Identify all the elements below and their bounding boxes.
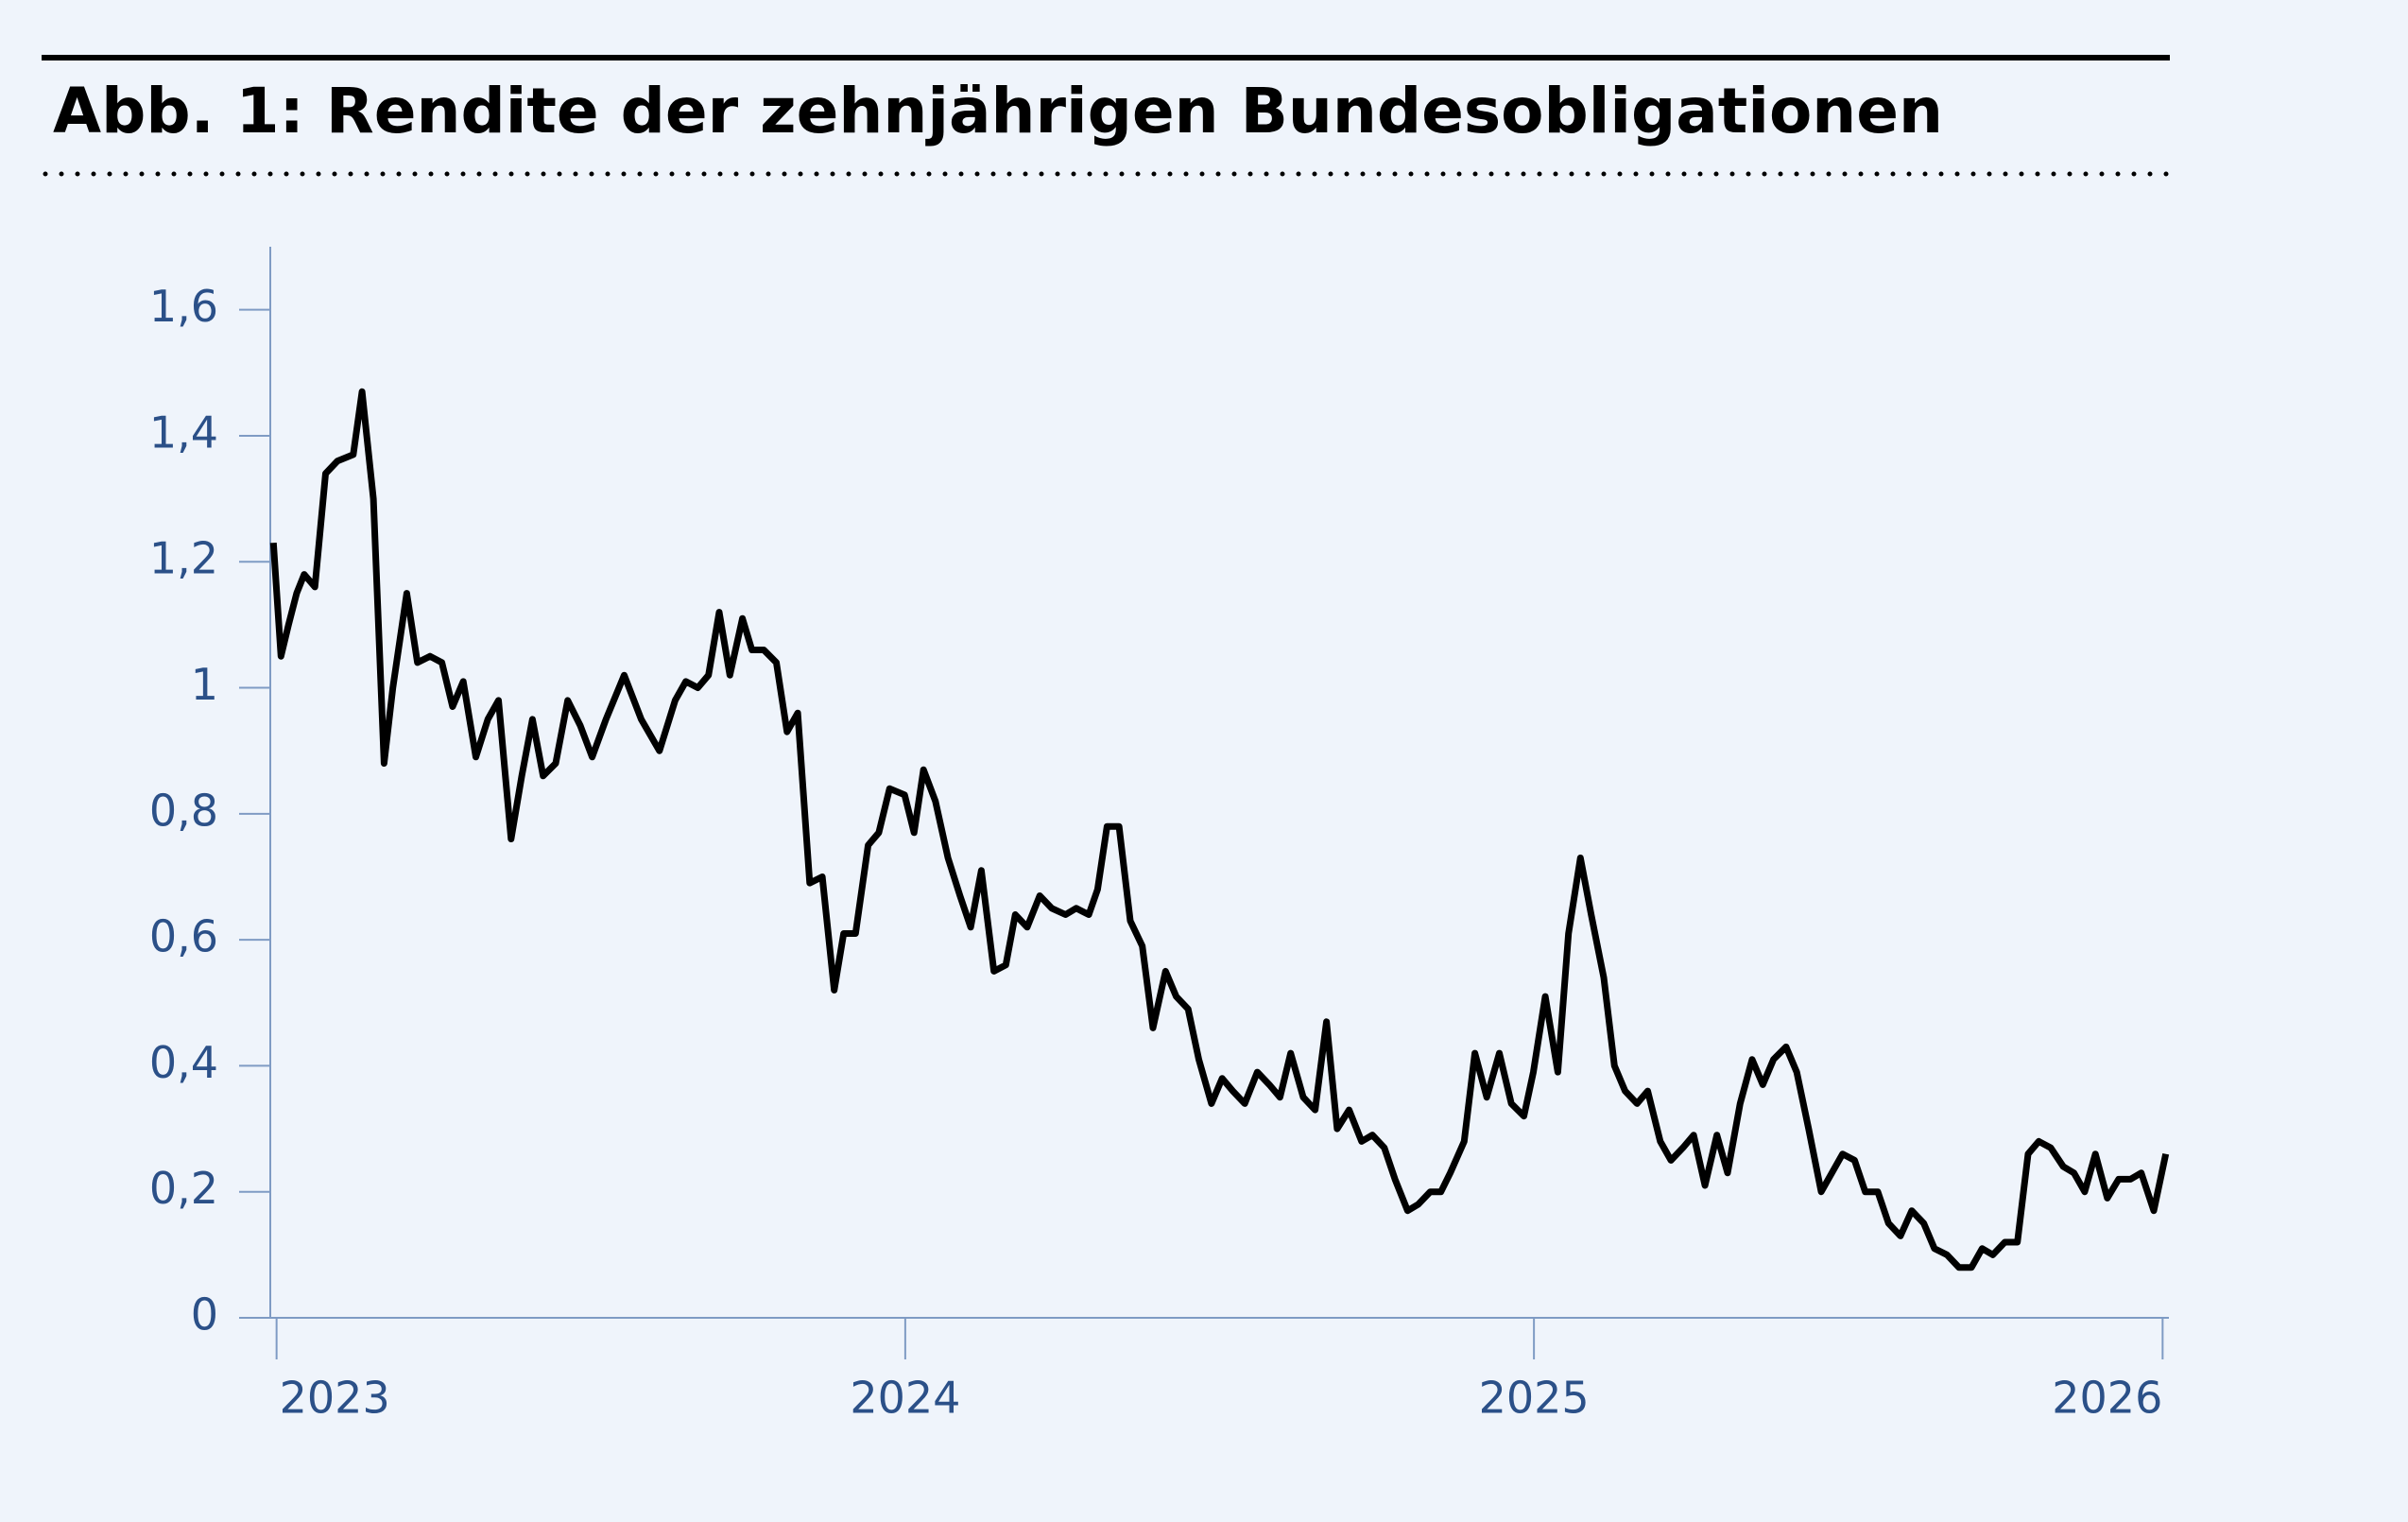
x-tick-label: 2025 (1479, 1373, 1590, 1424)
y-tick-label: 1,4 (149, 406, 218, 458)
y-tick-label: 1,6 (149, 281, 218, 332)
line (269, 388, 2170, 1271)
y-tick-label: 0,4 (149, 1037, 218, 1088)
y-tick-label: 1,2 (149, 533, 218, 584)
x-tick-label: 2026 (2052, 1373, 2162, 1424)
y-tick-label: 0,2 (149, 1163, 218, 1214)
y-tick-label: 0,8 (149, 785, 218, 836)
y-tick-label: 1 (191, 659, 218, 710)
chart-title: Abb. 1: Rendite der zehnjährigen Bundeso… (53, 75, 1943, 147)
y-tick-label: 0,6 (149, 911, 218, 962)
x-tick-label: 2023 (280, 1373, 390, 1424)
x-tick-label: 2024 (850, 1373, 960, 1424)
y-tick-label: 0 (191, 1289, 218, 1340)
